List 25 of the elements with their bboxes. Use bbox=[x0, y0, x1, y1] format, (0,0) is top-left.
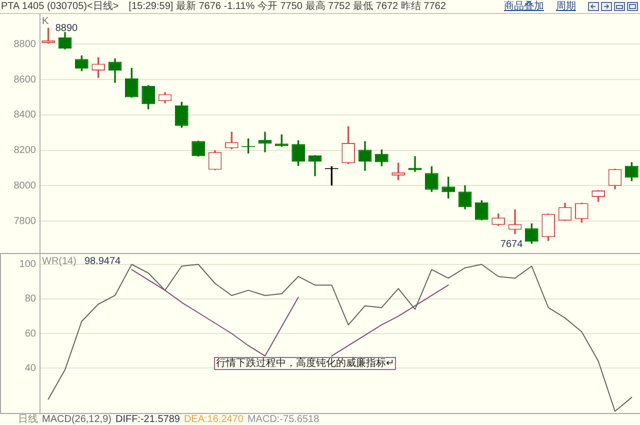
chart-title: PTA 1405 (030705)<日线> bbox=[1, 0, 119, 13]
chart-subtitle: [15:29:59] 最新 7676 -1.11% 今开 7750 最高 7752 最低 7672 昨结 7762 bbox=[128, 0, 446, 13]
y-tick-label: 100 bbox=[19, 259, 36, 270]
text: MACD(26,12,9) bbox=[42, 414, 112, 425]
annotation: 8890 bbox=[55, 22, 78, 34]
text: 周期 bbox=[556, 0, 576, 13]
text: 日线 bbox=[18, 414, 38, 425]
text: DIFF:-21.5789 bbox=[115, 414, 180, 425]
y-tick-label: 80 bbox=[24, 294, 36, 305]
y-tick-label: 60 bbox=[24, 328, 36, 340]
annotation: K bbox=[42, 16, 49, 27]
y-tick-label: 40 bbox=[24, 362, 36, 374]
annotation: 98.9474 bbox=[84, 256, 122, 267]
annotation: 行情下跌过程中，高度钝化的威廉指标↵ bbox=[214, 356, 396, 370]
y-tick-label: 8400 bbox=[14, 110, 36, 121]
y-tick-label: 8600 bbox=[14, 74, 36, 86]
y-tick-label: 8800 bbox=[14, 38, 36, 50]
y-tick-label: 7800 bbox=[14, 216, 36, 227]
text: DEA:16.2470 bbox=[184, 414, 244, 425]
annotation: 7674 bbox=[500, 239, 524, 250]
text: 商品叠加 bbox=[504, 0, 544, 13]
text: MACD:-75.6518 bbox=[247, 414, 320, 425]
y-tick-label: 8200 bbox=[14, 145, 36, 156]
y-tick-label: 8000 bbox=[14, 180, 36, 192]
chart-title: WR(14) bbox=[42, 256, 76, 267]
